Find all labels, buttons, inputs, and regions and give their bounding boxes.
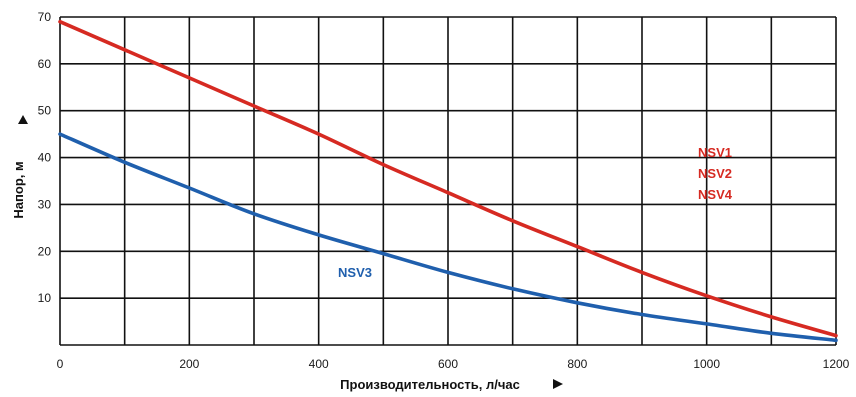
y-tick-label: 70 xyxy=(38,10,52,24)
series-label: NSV3 xyxy=(338,265,372,280)
x-tick-label: 0 xyxy=(57,357,64,371)
x-axis-title: Производительность, л/час xyxy=(340,377,520,392)
y-tick-label: 10 xyxy=(38,291,52,305)
y-tick-label: 30 xyxy=(38,197,52,211)
x-tick-label: 200 xyxy=(179,357,199,371)
series-lines xyxy=(58,19,838,343)
x-tick-label: 600 xyxy=(438,357,458,371)
y-tick-label: 60 xyxy=(38,57,52,71)
series-label: NSV2 xyxy=(698,166,732,181)
series-label: NSV4 xyxy=(698,187,733,202)
x-axis-arrow-icon xyxy=(553,379,563,389)
y-axis-arrow-icon xyxy=(18,115,28,124)
series-label: NSV1 xyxy=(698,145,732,160)
y-tick-labels: 10 20 30 40 50 60 70 xyxy=(38,10,52,305)
y-axis-title: Напор, м xyxy=(11,161,26,218)
x-tick-label: 800 xyxy=(567,357,587,371)
series-labels: NSV1 NSV2 NSV4 NSV3 xyxy=(338,145,733,280)
series-line-2 xyxy=(58,132,838,343)
grid xyxy=(59,16,837,346)
x-tick-label: 400 xyxy=(309,357,329,371)
series-line-1 xyxy=(58,19,838,338)
x-tick-labels: 0 200 400 600 800 1000 1200 xyxy=(57,357,850,371)
x-tick-label: 1000 xyxy=(693,357,720,371)
y-tick-label: 40 xyxy=(38,151,52,165)
x-tick-label: 1200 xyxy=(823,357,850,371)
y-tick-label: 50 xyxy=(38,104,52,118)
y-tick-label: 20 xyxy=(38,244,52,258)
